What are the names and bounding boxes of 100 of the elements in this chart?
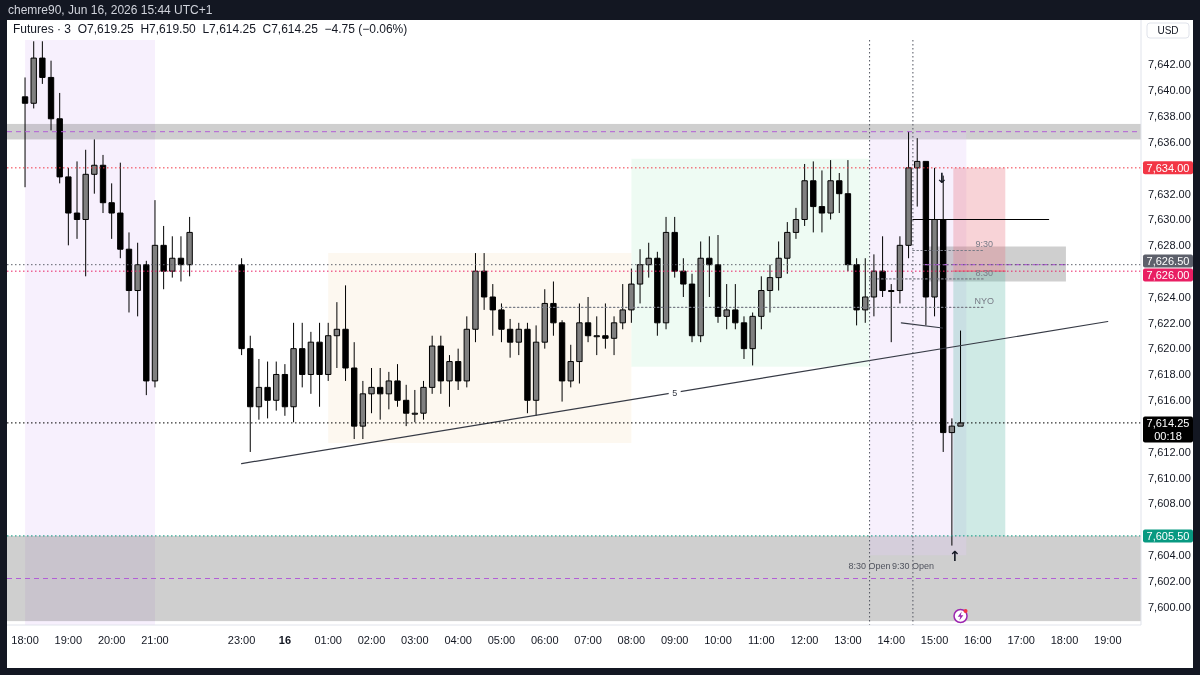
candlestick xyxy=(784,221,791,275)
y-axis-title: USD xyxy=(1157,25,1179,36)
candlestick xyxy=(914,137,921,208)
candlestick xyxy=(515,322,522,356)
x-tick-label: 07:00 xyxy=(574,634,602,646)
y-tick-label: 7,638.00 xyxy=(1148,110,1191,123)
candlestick xyxy=(325,322,332,382)
x-tick-label: 18:00 xyxy=(11,634,39,646)
candlestick xyxy=(671,216,678,279)
candlestick xyxy=(506,318,514,359)
candlestick xyxy=(853,257,860,326)
candlestick xyxy=(125,231,133,313)
x-tick-label: 05:00 xyxy=(487,634,516,646)
y-tick-label: 7,610.00 xyxy=(1148,471,1191,484)
y-tick-label: 7,630.00 xyxy=(1148,213,1191,226)
y-tick-label: 7,628.00 xyxy=(1148,239,1191,252)
y-tick-label: 7,600.00 xyxy=(1148,600,1191,613)
candlestick xyxy=(567,344,574,388)
candlestick xyxy=(47,60,55,131)
candlestick xyxy=(610,315,618,356)
x-tick-label: 20:00 xyxy=(97,634,126,646)
candlestick xyxy=(688,273,696,343)
candlestick xyxy=(117,162,124,259)
candlestick xyxy=(740,315,748,360)
candlestick xyxy=(593,315,600,356)
candlestick xyxy=(844,159,852,272)
candlestick xyxy=(411,389,419,423)
series-label: 5 xyxy=(672,387,678,398)
candlestick xyxy=(602,302,609,350)
x-tick-label: 13:00 xyxy=(834,634,862,646)
candlestick xyxy=(316,322,323,408)
candlestick xyxy=(446,354,453,408)
candlestick xyxy=(836,172,843,214)
candlestick xyxy=(645,242,652,279)
candlestick xyxy=(818,169,826,233)
candlestick xyxy=(385,371,393,410)
y-tick-label: 7,642.00 xyxy=(1148,58,1191,71)
candlestick xyxy=(73,160,81,240)
y-tick-label: 7,618.00 xyxy=(1148,368,1191,381)
x-tick-label: 16 xyxy=(278,634,292,646)
x-tick-label: 01:00 xyxy=(314,634,342,646)
x-tick-label: 02:00 xyxy=(357,634,386,646)
series-label: NYO xyxy=(974,296,995,307)
candlestick xyxy=(255,358,263,421)
x-tick-label: 21:00 xyxy=(141,634,169,646)
x-tick-label: 04:00 xyxy=(444,634,472,646)
candlestick xyxy=(134,242,141,317)
candlestick xyxy=(143,260,150,396)
x-tick-label: 19:00 xyxy=(1094,634,1122,646)
candlestick xyxy=(108,182,115,240)
y-tick-label: 7,604.00 xyxy=(1148,549,1191,562)
candlestick xyxy=(377,367,384,421)
candlestick xyxy=(550,280,557,337)
x-tick-label: 15:00 xyxy=(920,634,949,646)
candlestick xyxy=(99,154,107,214)
candlestick xyxy=(428,335,436,395)
x-tick-label: 09:00 xyxy=(660,634,689,646)
candlestick xyxy=(91,138,98,195)
y-tick-label: 7,640.00 xyxy=(1148,84,1191,97)
candlestick xyxy=(472,252,479,343)
candlestick xyxy=(584,296,592,343)
y-tick-label: 7,612.00 xyxy=(1148,445,1191,458)
candlestick xyxy=(420,380,427,421)
candlestick xyxy=(342,284,349,382)
y-tick-label: 7,624.00 xyxy=(1148,290,1191,303)
y-tick-label: 7,602.00 xyxy=(1148,574,1191,587)
x-tick-label: 19:00 xyxy=(54,634,83,646)
y-tick-label: 7,620.00 xyxy=(1148,342,1191,355)
y-tick-label: 7,608.00 xyxy=(1148,497,1191,510)
candlestick xyxy=(714,234,722,324)
candlestick xyxy=(810,160,817,233)
candlestick xyxy=(792,207,800,240)
x-tick-label: 14:00 xyxy=(877,634,906,646)
candlestick xyxy=(177,235,185,282)
x-tick-label: 16:00 xyxy=(964,634,992,646)
candlestick xyxy=(558,319,566,403)
series-label: 9:30 xyxy=(975,239,994,250)
candlestick xyxy=(290,322,297,423)
candlestick xyxy=(654,251,661,337)
y-tick-label: 7,636.00 xyxy=(1148,135,1191,148)
candlestick xyxy=(463,315,470,388)
x-tick-label: 18:00 xyxy=(1050,634,1079,646)
candlestick xyxy=(394,363,401,408)
candlestick xyxy=(169,235,176,279)
ref-line-label: 7,634.00 xyxy=(1146,161,1190,174)
candlestick xyxy=(636,248,644,304)
candlestick xyxy=(749,311,756,366)
candlestick xyxy=(827,159,834,220)
candlestick xyxy=(775,240,782,292)
annotation: ↑ xyxy=(948,548,961,565)
candlestick xyxy=(299,322,306,388)
candlestick xyxy=(732,283,739,330)
candlestick xyxy=(56,92,63,184)
candlestick xyxy=(333,301,341,369)
ref-line-label: 7,605.50 xyxy=(1146,529,1190,542)
candlestick xyxy=(151,199,159,388)
y-tick-label: 7,622.00 xyxy=(1148,316,1191,329)
x-tick-label: 10:00 xyxy=(704,634,732,646)
ref-line-label: 7,626.50 xyxy=(1146,254,1190,267)
x-tick-label: 03:00 xyxy=(401,634,429,646)
